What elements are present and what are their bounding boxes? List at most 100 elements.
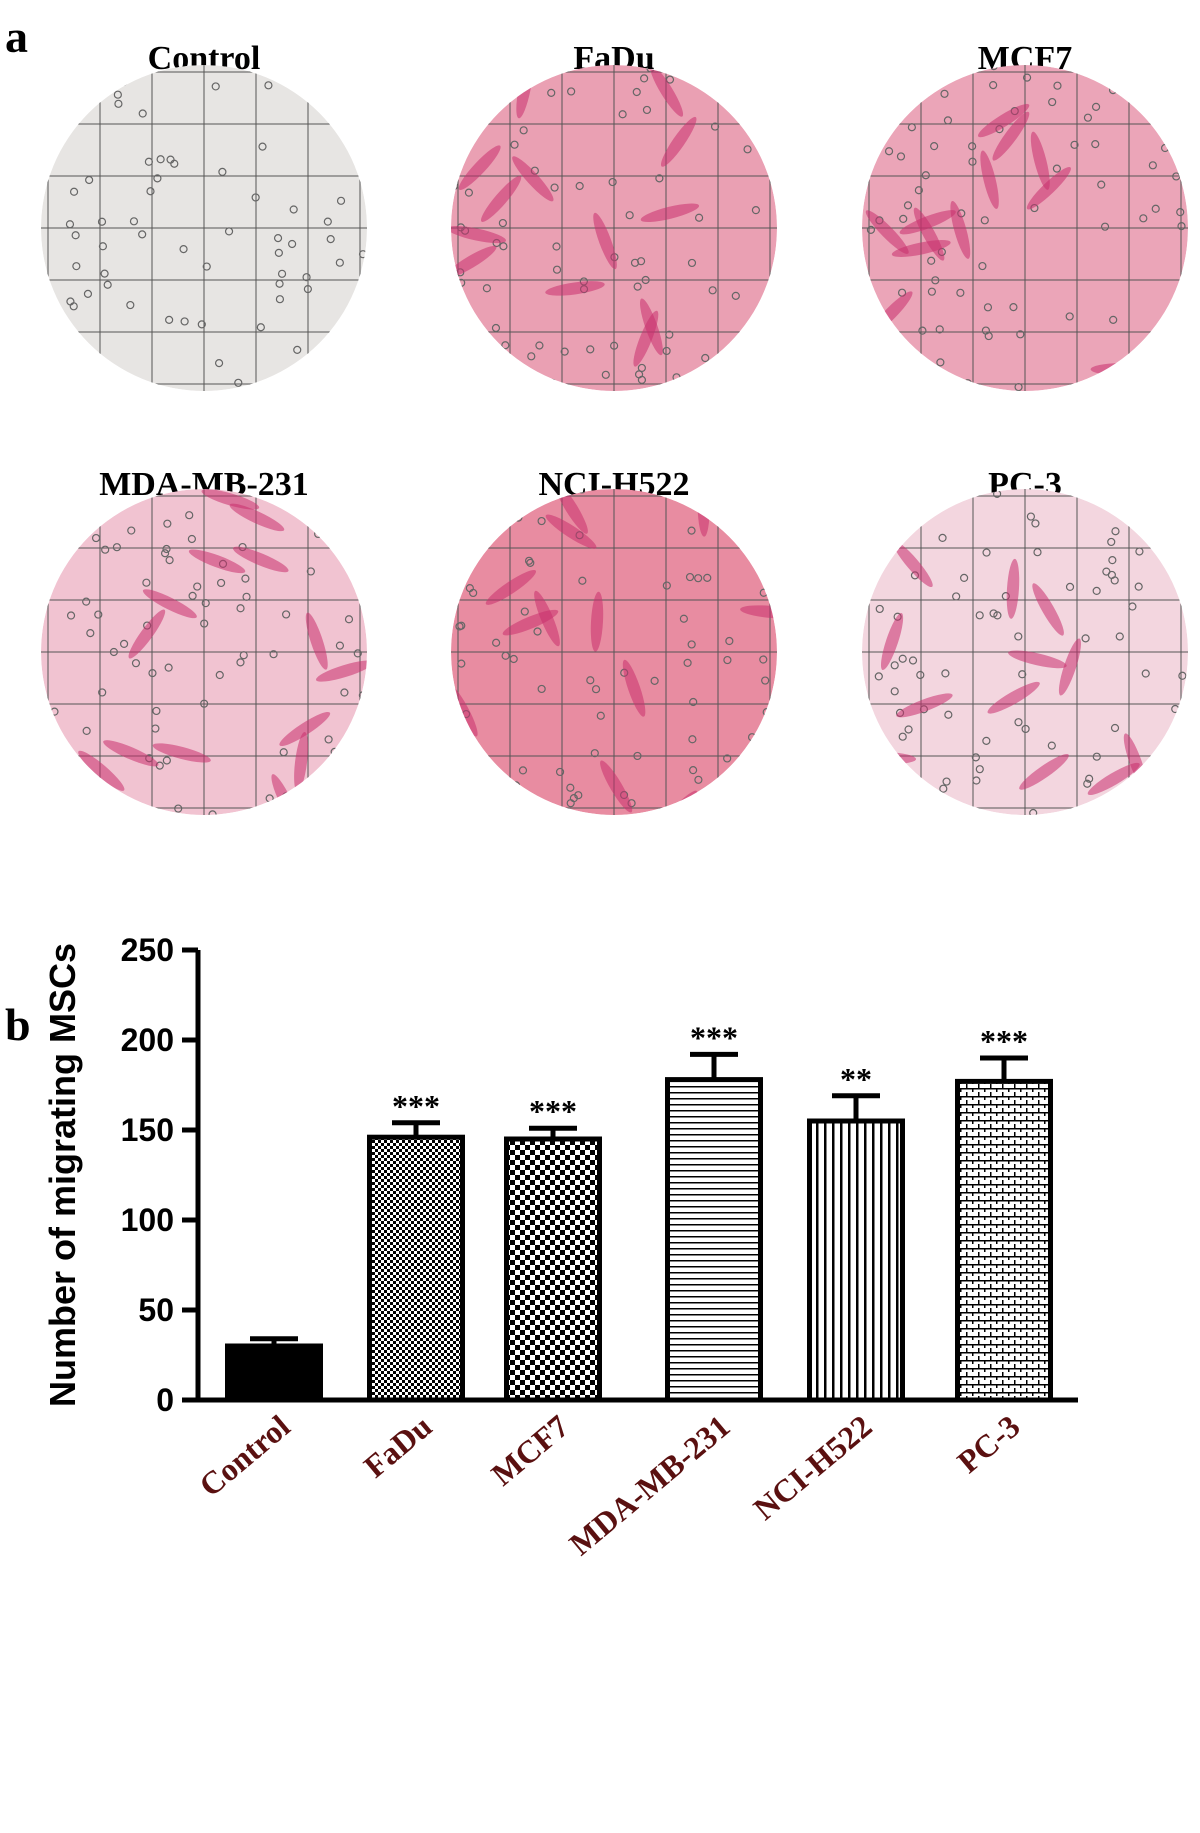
cell: [982, 548, 991, 557]
cell: [1160, 785, 1169, 794]
stained-cell: [977, 103, 1030, 138]
cell: [938, 533, 947, 543]
cell: [353, 649, 362, 658]
cell: [650, 676, 659, 685]
cell: [302, 273, 311, 282]
significance: ***: [529, 1093, 577, 1129]
cell: [65, 220, 75, 229]
cell: [251, 193, 260, 202]
cell: [1083, 113, 1093, 122]
cell: [146, 187, 155, 196]
cell: [1053, 81, 1062, 90]
bar: [504, 1136, 602, 1403]
cell: [511, 781, 521, 790]
cell: [214, 359, 224, 368]
cell: [560, 347, 569, 356]
cell: [608, 177, 617, 187]
cell: [982, 736, 991, 745]
cell: [1134, 582, 1143, 591]
cell: [263, 806, 273, 815]
cell: [98, 242, 108, 251]
cell: [522, 499, 531, 508]
cell: [984, 331, 993, 341]
cell: [1176, 208, 1185, 217]
stained-cell: [1006, 558, 1020, 619]
cell: [637, 375, 647, 384]
cell: [491, 323, 501, 333]
cell: [351, 747, 360, 756]
cell: [993, 611, 1002, 620]
cell: [91, 533, 101, 543]
bar: [955, 1078, 1053, 1403]
cell: [698, 491, 707, 500]
cell: [742, 68, 751, 77]
stained-cell: [600, 760, 633, 813]
cell: [904, 382, 913, 391]
cell: [632, 87, 641, 97]
cell: [694, 213, 704, 222]
cell: [867, 789, 876, 799]
cell: [501, 651, 510, 660]
cell: [208, 810, 217, 815]
stained-cell: [128, 609, 166, 659]
cell: [963, 379, 972, 388]
y-tick-label: 100: [121, 1202, 174, 1238]
cell: [464, 188, 474, 197]
stained-cell: [305, 612, 328, 670]
cell: [119, 77, 128, 86]
stained-cell: [1032, 583, 1064, 636]
cell: [941, 669, 950, 678]
cell: [165, 556, 174, 565]
cell: [269, 650, 278, 659]
cell: [200, 699, 209, 708]
significance: **: [840, 1061, 872, 1097]
cell: [215, 670, 224, 680]
cell: [151, 724, 160, 733]
cell: [731, 291, 740, 300]
cell: [1172, 718, 1182, 727]
cell: [306, 567, 315, 576]
cell: [334, 349, 344, 359]
cell: [943, 116, 953, 125]
cell: [498, 218, 507, 228]
cell: [687, 526, 696, 535]
stained-cell: [650, 65, 684, 117]
cell: [274, 248, 283, 257]
stained-cell: [480, 175, 522, 222]
cell: [482, 284, 492, 293]
cell: [1135, 547, 1144, 556]
significance: ***: [392, 1088, 440, 1124]
cell: [460, 110, 469, 119]
cell: [535, 341, 544, 350]
stained-cell: [545, 281, 605, 296]
cell: [509, 654, 518, 664]
cell: [258, 142, 267, 151]
stained-cell: [1019, 754, 1069, 790]
cell: [480, 497, 489, 506]
cell: [492, 774, 501, 783]
cell: [956, 288, 965, 297]
cell: [187, 534, 196, 544]
cell: [725, 636, 734, 646]
cell: [282, 610, 291, 619]
cell: [279, 748, 288, 757]
cell: [914, 186, 923, 195]
cell: [1009, 303, 1018, 312]
cell: [547, 88, 556, 97]
cell: [931, 276, 940, 285]
stained-cell: [188, 549, 246, 574]
cell: [242, 592, 251, 601]
cell: [743, 145, 752, 154]
stained-cell: [622, 659, 646, 717]
cell: [655, 174, 664, 183]
cell: [456, 540, 466, 549]
stained-cell: [229, 503, 285, 532]
cell: [960, 573, 969, 583]
cell: [1128, 602, 1137, 611]
cell: [275, 279, 284, 288]
cell: [708, 286, 717, 295]
stained-cell: [458, 145, 501, 190]
stained-cell: [633, 310, 659, 367]
cell: [769, 767, 777, 776]
cell: [1177, 222, 1186, 231]
